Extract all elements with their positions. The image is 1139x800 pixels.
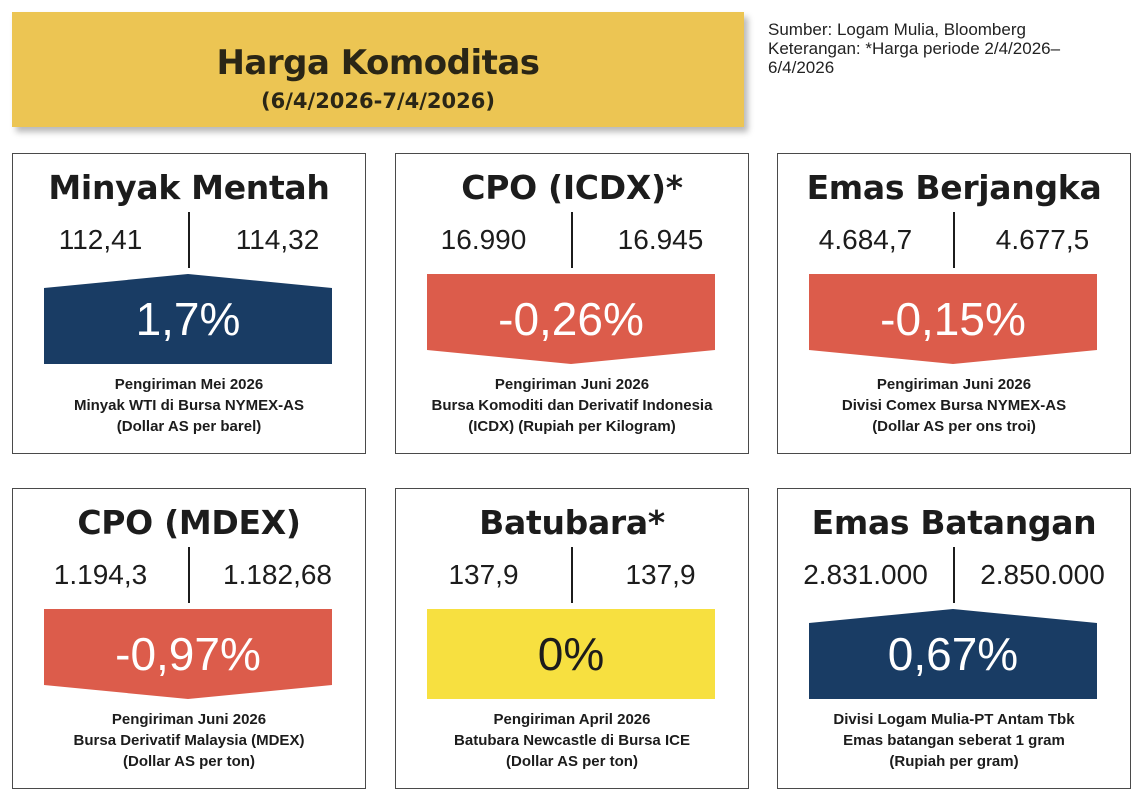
- change-shape-fill: [44, 274, 332, 364]
- date-range: (6/4/2026-7/4/2026): [261, 89, 495, 113]
- change-percent: -0,15%: [880, 293, 1026, 345]
- current-price: 137,9: [625, 559, 696, 590]
- change-percent: 0%: [537, 628, 605, 680]
- desc-line: (Dollar AS per ons troi): [872, 418, 1036, 435]
- description: Pengiriman Juni 2026 Bursa Komoditi dan …: [406, 374, 738, 437]
- desc-line: Pengiriman Juni 2026: [876, 376, 1032, 393]
- description: Pengiriman Juni 2026 Bursa Derivatif Mal…: [23, 709, 355, 772]
- commodity-name: Minyak Mentah: [48, 168, 330, 207]
- change-percent: 1,7%: [135, 293, 241, 345]
- change-shape: [809, 609, 1097, 699]
- desc-line: Pengiriman April 2026: [493, 711, 651, 728]
- commodity-name: Emas Batangan: [811, 503, 1097, 542]
- commodity-name: CPO (MDEX): [77, 503, 301, 542]
- desc-line: (ICDX) (Rupiah per Kilogram): [468, 418, 676, 435]
- current-price: 4.677,5: [995, 224, 1090, 255]
- desc-line: Divisi Logam Mulia-PT Antam Tbk: [833, 711, 1075, 728]
- previous-price: 2.831.000: [803, 559, 928, 590]
- change-shape: [44, 274, 332, 364]
- change-shape: [809, 274, 1097, 364]
- commodity-name: Emas Berjangka: [806, 168, 1102, 207]
- source-note: Sumber: Logam Mulia, Bloomberg Keteranga…: [768, 20, 1118, 77]
- change-shape-fill: [809, 274, 1097, 364]
- card-minyak-mentah: Minyak Mentah 112,41 114,32 1,7% Pengiri…: [12, 153, 366, 454]
- current-price: 2.850.000: [980, 559, 1105, 590]
- change-percent: 0,67%: [887, 628, 1019, 680]
- change-percent: -0,97%: [115, 628, 261, 680]
- desc-line: Bursa Komoditi dan Derivatif Indonesia: [431, 397, 713, 414]
- down-arrow-shape: [809, 274, 1097, 364]
- change-shape: [427, 274, 715, 364]
- change-shape: [427, 609, 715, 699]
- desc-line: (Rupiah per gram): [889, 753, 1019, 770]
- change-shape-fill: [44, 609, 332, 699]
- commodity-name: CPO (ICDX)*: [461, 168, 683, 207]
- change-shape-fill: [809, 609, 1097, 699]
- desc-line: (Dollar AS per ton): [506, 753, 638, 770]
- description: Pengiriman Juni 2026 Divisi Comex Bursa …: [788, 374, 1120, 437]
- card-batubara: Batubara* 137,9 137,9 0% Pengiriman Apri…: [395, 488, 749, 789]
- change-shape-fill: [427, 609, 715, 699]
- card-cpo-mdex: CPO (MDEX) 1.194,3 1.182,68 -0,97% Pengi…: [12, 488, 366, 789]
- previous-price: 4.684,7: [818, 224, 913, 255]
- change-shape-fill: [427, 274, 715, 364]
- desc-line: Divisi Comex Bursa NYMEX-AS: [841, 397, 1067, 414]
- desc-line: (Dollar AS per ton): [123, 753, 255, 770]
- card-emas-batangan: Emas Batangan 2.831.000 2.850.000 0,67% …: [777, 488, 1131, 789]
- up-arrow-shape: [44, 274, 332, 364]
- up-arrow-shape: [809, 609, 1097, 699]
- divider: [571, 547, 573, 603]
- previous-price: 16.990: [440, 224, 527, 255]
- previous-price: 137,9: [448, 559, 519, 590]
- previous-price: 112,41: [58, 224, 143, 255]
- previous-price: 1.194,3: [53, 559, 148, 590]
- card-cpo-icdx: CPO (ICDX)* 16.990 16.945 -0,26% Pengiri…: [395, 153, 749, 454]
- source-line: Sumber: Logam Mulia, Bloomberg: [768, 20, 1026, 39]
- divider: [953, 212, 955, 268]
- desc-line: Pengiriman Juni 2026: [111, 711, 267, 728]
- desc-line: (Dollar AS per barel): [116, 418, 262, 435]
- flat-arrow-shape: [427, 609, 715, 699]
- desc-line: Pengiriman Mei 2026: [114, 376, 264, 393]
- desc-line: Bursa Derivatif Malaysia (MDEX): [73, 732, 305, 749]
- title-banner: Harga Komoditas (6/4/2026-7/4/2026): [12, 12, 744, 127]
- current-price: 114,32: [235, 224, 320, 255]
- change-shape: [44, 609, 332, 699]
- description: Pengiriman Mei 2026 Minyak WTI di Bursa …: [23, 374, 355, 437]
- desc-line: Pengiriman Juni 2026: [494, 376, 650, 393]
- commodity-name: Batubara*: [479, 503, 665, 542]
- divider: [188, 212, 190, 268]
- page-title: Harga Komoditas: [216, 43, 540, 83]
- desc-line: Minyak WTI di Bursa NYMEX-AS: [73, 397, 305, 414]
- down-arrow-shape: [427, 274, 715, 364]
- card-emas-berjangka: Emas Berjangka 4.684,7 4.677,5 -0,15% Pe…: [777, 153, 1131, 454]
- change-percent: -0,26%: [498, 293, 644, 345]
- divider: [188, 547, 190, 603]
- divider: [953, 547, 955, 603]
- current-price: 16.945: [617, 224, 704, 255]
- current-price: 1.182,68: [223, 559, 332, 590]
- desc-line: Batubara Newcastle di Bursa ICE: [454, 732, 690, 749]
- description: Pengiriman April 2026 Batubara Newcastle…: [406, 709, 738, 772]
- down-arrow-shape: [44, 609, 332, 699]
- description: Divisi Logam Mulia-PT Antam Tbk Emas bat…: [788, 709, 1120, 772]
- desc-line: Emas batangan seberat 1 gram: [843, 732, 1065, 749]
- remark-line: Keterangan: *Harga periode 2/4/2026– 6/4…: [768, 39, 1061, 77]
- divider: [571, 212, 573, 268]
